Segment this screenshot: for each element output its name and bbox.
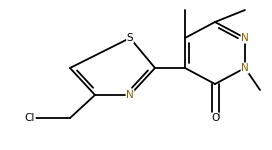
Text: S: S [127, 33, 133, 43]
Text: N: N [126, 90, 134, 100]
Text: O: O [211, 113, 219, 123]
Text: N: N [241, 33, 249, 43]
Text: N: N [241, 63, 249, 73]
Text: Cl: Cl [25, 113, 35, 123]
